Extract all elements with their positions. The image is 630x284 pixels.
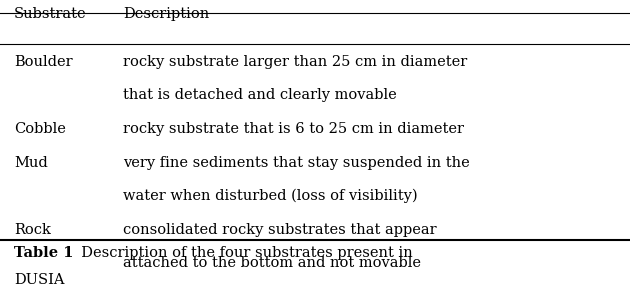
Text: consolidated rocky substrates that appear: consolidated rocky substrates that appea… (123, 223, 437, 237)
Text: Boulder: Boulder (14, 55, 72, 69)
Text: Substrate: Substrate (14, 7, 86, 21)
Text: that is detached and clearly movable: that is detached and clearly movable (123, 88, 397, 102)
Text: rocky substrate that is 6 to 25 cm in diameter: rocky substrate that is 6 to 25 cm in di… (123, 122, 464, 136)
Text: attached to the bottom and not movable: attached to the bottom and not movable (123, 256, 421, 270)
Text: very fine sediments that stay suspended in the: very fine sediments that stay suspended … (123, 156, 469, 170)
Text: Rock: Rock (14, 223, 51, 237)
Text: Description: Description (123, 7, 209, 21)
Text: rocky substrate larger than 25 cm in diameter: rocky substrate larger than 25 cm in dia… (123, 55, 467, 69)
Text: DUSIA: DUSIA (14, 273, 64, 284)
Text: water when disturbed (loss of visibility): water when disturbed (loss of visibility… (123, 189, 418, 203)
Text: Mud: Mud (14, 156, 48, 170)
Text: Table 1: Table 1 (14, 246, 73, 260)
Text: Cobble: Cobble (14, 122, 66, 136)
Text: Description of the four substrates present in: Description of the four substrates prese… (72, 246, 413, 260)
